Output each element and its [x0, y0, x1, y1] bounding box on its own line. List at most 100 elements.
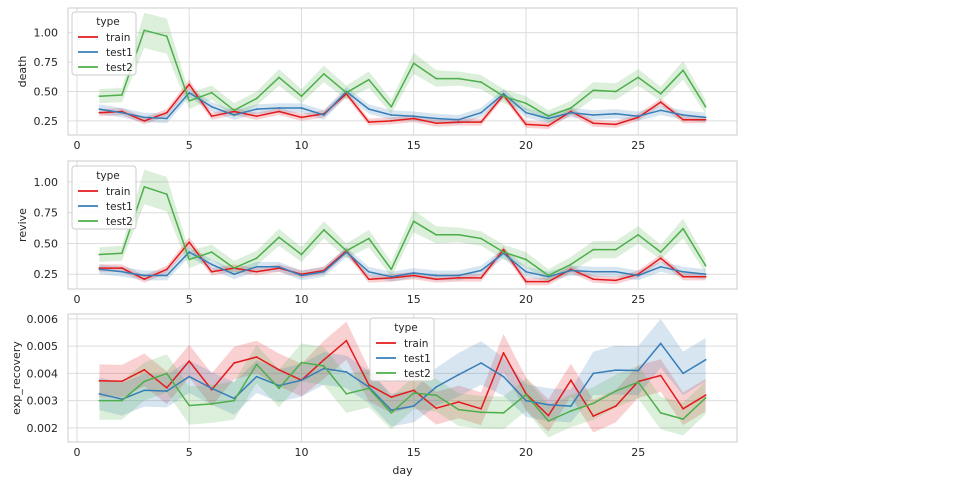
legend-title: type [394, 322, 417, 334]
data-point-train [502, 248, 505, 251]
data-point-test1 [233, 273, 236, 276]
data-point-test2 [255, 97, 258, 100]
data-point-test1 [704, 358, 707, 361]
x-axis-label: day [392, 464, 413, 477]
data-point-train [457, 401, 460, 403]
data-point-train [659, 374, 662, 377]
data-point-test1 [255, 265, 258, 268]
data-point-test1 [637, 115, 640, 118]
x-tick-label: 15 [407, 293, 421, 306]
data-point-test1 [143, 389, 146, 392]
data-point-test2 [210, 402, 213, 405]
data-point-test2 [480, 81, 482, 83]
ci-band-test1 [99, 318, 706, 427]
data-point-test2 [525, 102, 527, 105]
data-point-train [592, 415, 595, 418]
legend-title: type [96, 16, 119, 28]
data-point-test2 [367, 237, 370, 240]
data-point-test2 [255, 363, 258, 366]
series-line-test1 [99, 90, 706, 121]
data-point-test1 [278, 384, 280, 387]
data-point-test2 [704, 105, 707, 108]
data-point-test2 [569, 410, 572, 412]
data-point-train [390, 277, 393, 279]
ci-band-test2 [99, 343, 706, 438]
legend-entry-test2: test2 [106, 216, 133, 228]
data-point-test1 [412, 405, 415, 407]
data-point-train [659, 257, 662, 260]
data-point-train [412, 274, 415, 277]
series-line-train [99, 339, 706, 417]
data-point-train [165, 111, 168, 114]
legend: type train test1 test2 [369, 317, 435, 382]
data-point-train [592, 278, 595, 281]
data-point-test2 [165, 372, 168, 375]
series-line-test2 [99, 186, 707, 277]
data-point-test1 [390, 409, 393, 412]
data-point-train [120, 267, 123, 269]
data-point-train [525, 280, 527, 283]
data-point-test2 [233, 109, 236, 112]
data-point-test2 [345, 249, 348, 252]
data-point-train [165, 386, 168, 389]
data-point-test2 [165, 35, 168, 38]
data-point-test2 [188, 404, 191, 407]
data-point-test2 [143, 29, 146, 32]
data-point-test2 [323, 365, 325, 367]
y-tick-label: 1.00 [34, 27, 59, 40]
data-point-test1 [120, 270, 123, 273]
data-point-test2 [345, 91, 348, 94]
axes-frame [67, 7, 738, 136]
data-point-test2 [120, 399, 123, 402]
data-point-test2 [704, 396, 707, 399]
data-point-train [614, 279, 617, 282]
data-point-train [98, 267, 101, 269]
data-point-test2 [165, 193, 168, 196]
data-point-train [188, 360, 191, 363]
data-point-test1 [704, 116, 707, 119]
data-point-train [255, 356, 258, 358]
legend-entry-train: train [106, 32, 130, 44]
data-point-train [367, 121, 370, 123]
data-point-train [525, 123, 527, 126]
legend-title: type [96, 170, 119, 182]
data-point-test1 [300, 107, 303, 109]
y-tick-label: 0.005 [27, 340, 59, 353]
data-point-test1 [659, 342, 662, 345]
data-point-train [98, 111, 101, 114]
x-tick-label: 15 [407, 139, 421, 152]
data-point-test2 [457, 77, 460, 80]
y-tick-label: 0.006 [27, 313, 59, 326]
legend-entry-train: train [404, 338, 428, 350]
legend-entry-test2: test2 [404, 368, 431, 380]
data-point-test1 [143, 274, 146, 277]
data-point-test2 [435, 394, 438, 397]
data-point-train [188, 241, 191, 244]
data-point-test2 [210, 251, 213, 253]
data-point-test1 [300, 379, 303, 382]
data-point-test2 [143, 380, 146, 383]
x-tick-label: 5 [186, 293, 193, 306]
data-point-test1 [390, 114, 393, 116]
data-point-test1 [592, 270, 595, 273]
legend-box [71, 165, 137, 230]
data-point-train [704, 118, 707, 121]
data-point-train [98, 379, 101, 382]
data-point-train [704, 394, 707, 397]
data-point-test2 [143, 185, 146, 188]
data-point-test2 [592, 402, 595, 405]
data-point-train [592, 122, 595, 125]
x-tick-label: 0 [73, 446, 80, 459]
data-point-test1 [569, 269, 572, 272]
data-point-train [659, 101, 662, 103]
x-tick-label: 25 [631, 446, 645, 459]
data-point-train [143, 278, 146, 281]
data-point-test1 [614, 369, 617, 372]
x-tick-label: 10 [294, 139, 308, 152]
data-point-train [210, 115, 213, 118]
data-point-train [480, 277, 482, 279]
data-point-test1 [704, 273, 707, 276]
data-point-test2 [367, 78, 370, 81]
data-point-test2 [547, 115, 550, 118]
x-tick-label: 20 [519, 293, 533, 306]
